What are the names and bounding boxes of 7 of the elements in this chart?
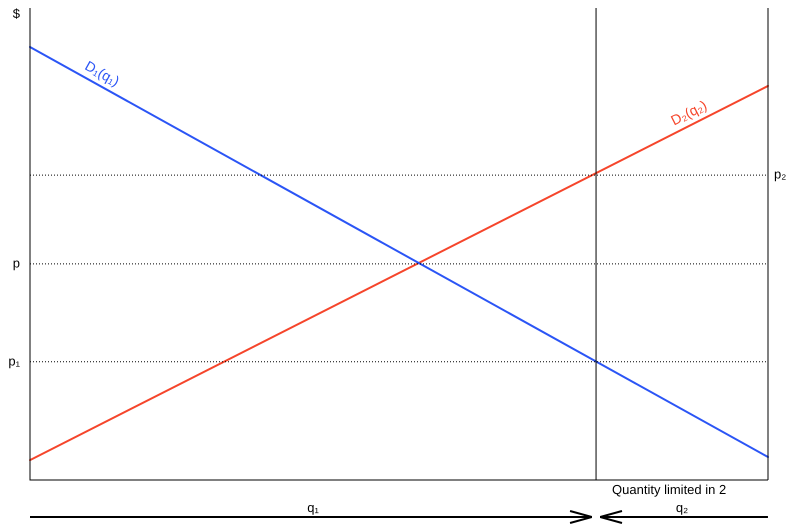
y-axis-title: $ [12, 6, 21, 22]
ref-line-label: p [12, 255, 20, 270]
text: Quantity limited in 2 [612, 482, 726, 498]
ref-line-label: p₁ [8, 353, 21, 368]
annotation: p₂ [774, 166, 786, 182]
text: q₁ [307, 500, 320, 515]
text: q₂ [676, 500, 688, 515]
